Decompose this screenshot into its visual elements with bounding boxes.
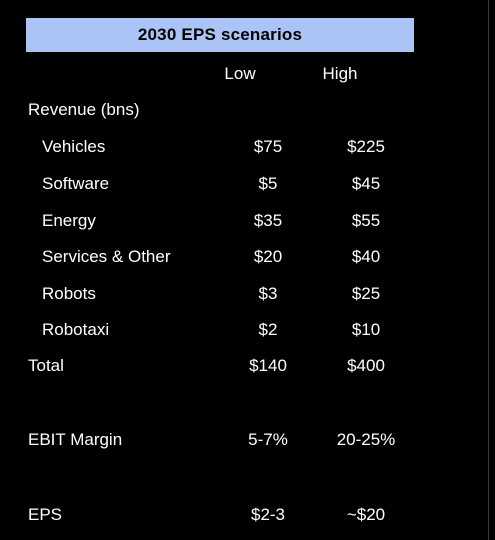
row-value-high: ~$20 [346,505,386,524]
row-value-low: $20 [253,247,283,266]
row-label: Total [28,356,64,375]
row-value-low: $3 [258,284,278,303]
table-title: 2030 EPS scenarios [26,18,414,52]
column-header-low: Low [224,64,256,83]
row-label: EBIT Margin [28,430,123,449]
table-row-total: Total $140 $400 [0,356,495,380]
row-value-low: $75 [253,137,283,156]
table-row-robotaxi: Robotaxi $2 $10 [0,320,495,344]
row-label: EPS [28,505,63,524]
row-label: Robotaxi [42,320,110,339]
row-value-high: $55 [351,211,381,230]
table-row-ebit-margin: EBIT Margin 5-7% 20-25% [0,430,495,454]
row-label: Robots [42,284,96,303]
table-row-vehicles: Vehicles $75 $225 [0,137,495,161]
right-border-line [488,0,489,540]
row-value-high: 20-25% [336,430,396,449]
table-row-energy: Energy $35 $55 [0,211,495,235]
row-value-low: $2-3 [250,505,286,524]
row-value-low: $2 [258,320,278,339]
revenue-section-header-row: Revenue (bns) [0,100,495,124]
table-row-eps: EPS $2-3 ~$20 [0,505,495,529]
row-value-high: $400 [347,356,385,375]
table-row-services-other: Services & Other $20 $40 [0,247,495,271]
row-label: Software [42,174,110,193]
row-value-low: 5-7% [248,430,288,449]
table-row-robots: Robots $3 $25 [0,284,495,308]
row-label: Energy [42,211,96,230]
table-row-software: Software $5 $45 [0,174,495,198]
row-value-high: $225 [347,137,385,156]
row-label: Services & Other [42,247,171,266]
column-header-high: High [322,64,358,83]
table-title-text: 2030 EPS scenarios [137,25,303,44]
row-value-high: $45 [351,174,381,193]
row-value-high: $10 [351,320,381,339]
row-value-low: $5 [258,174,278,193]
row-value-high: $25 [351,284,381,303]
row-value-high: $40 [351,247,381,266]
row-label: Vehicles [42,137,106,156]
row-value-low: $35 [253,211,283,230]
revenue-section-header: Revenue (bns) [28,100,140,119]
row-value-low: $140 [249,356,287,375]
